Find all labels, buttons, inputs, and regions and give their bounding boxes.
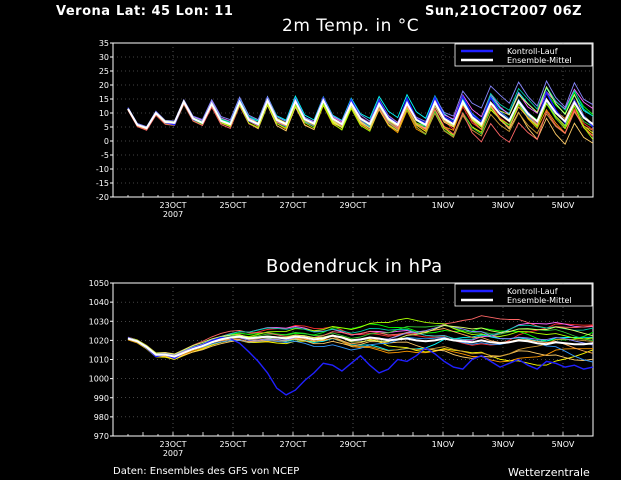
press-y-tick-label: 1020 bbox=[89, 336, 109, 345]
temp-legend-label: Kontroll-Lauf bbox=[507, 47, 558, 56]
temp-y-tick-label: 0 bbox=[104, 137, 109, 146]
temp-x-tick-label: 29OCT bbox=[340, 201, 367, 210]
temp-y-tick-label: -15 bbox=[96, 179, 109, 188]
press-control-line bbox=[127, 336, 594, 396]
temp-x-tick-label: 5NOV bbox=[552, 201, 575, 210]
press-member-line bbox=[127, 315, 594, 355]
temp-y-tick-label: -20 bbox=[96, 193, 109, 202]
brand-label: Wetterzentrale bbox=[508, 466, 590, 479]
temp-y-tick-label: 20 bbox=[99, 81, 109, 90]
press-y-tick-label: 990 bbox=[94, 394, 109, 403]
press-member-line bbox=[127, 338, 594, 361]
temp-x-tick-label: 1NOV bbox=[432, 201, 455, 210]
temp-y-tick-label: 5 bbox=[104, 123, 109, 132]
temp-chart-title: 2m Temp. in °C bbox=[282, 16, 420, 36]
press-x-tick-label: 23OCT bbox=[160, 440, 187, 449]
temp-x-year-label: 2007 bbox=[163, 210, 183, 219]
temp-y-tick-label: 10 bbox=[99, 109, 109, 118]
press-y-tick-label: 980 bbox=[94, 413, 109, 422]
press-legend-label: Ensemble-Mittel bbox=[507, 296, 572, 305]
temp-x-tick-label: 23OCT bbox=[160, 201, 187, 210]
press-x-year-label: 2007 bbox=[163, 449, 183, 458]
press-x-tick-label: 29OCT bbox=[340, 440, 367, 449]
temp-x-tick-label: 3NOV bbox=[492, 201, 515, 210]
location-label: Verona bbox=[56, 4, 111, 19]
data-source-note: Daten: Ensembles des GFS von NCEP bbox=[113, 466, 300, 477]
press-x-tick-label: 3NOV bbox=[492, 440, 515, 449]
temp-y-tick-label: 35 bbox=[99, 39, 109, 48]
press-member-line bbox=[127, 337, 593, 363]
press-y-tick-label: 1010 bbox=[89, 356, 109, 365]
press-y-tick-label: 1040 bbox=[89, 298, 109, 307]
coords-label: Lat: 45 Lon: 11 bbox=[116, 4, 234, 19]
press-x-tick-label: 27OCT bbox=[280, 440, 307, 449]
temp-y-tick-label: 25 bbox=[99, 67, 109, 76]
press-y-tick-label: 1000 bbox=[89, 375, 109, 384]
press-legend-label: Kontroll-Lauf bbox=[507, 287, 558, 296]
temp-x-tick-label: 27OCT bbox=[280, 201, 307, 210]
temp-y-tick-label: 30 bbox=[99, 53, 109, 62]
press-y-tick-label: 1050 bbox=[89, 279, 109, 288]
temp-legend-label: Ensemble-Mittel bbox=[507, 56, 572, 65]
temp-y-tick-label: -5 bbox=[101, 151, 109, 160]
temp-x-tick-label: 25OCT bbox=[220, 201, 247, 210]
press-y-tick-label: 1030 bbox=[89, 317, 109, 326]
press-y-tick-label: 970 bbox=[94, 432, 109, 441]
temp-y-tick-label: -10 bbox=[96, 165, 109, 174]
run-time-label: Sun,21OCT2007 06Z bbox=[425, 4, 583, 19]
press-member-line bbox=[127, 325, 594, 355]
temp-member-line bbox=[127, 98, 594, 143]
temp-mean-line bbox=[127, 97, 594, 130]
pressure-chart-title: Bodendruck in hPa bbox=[266, 256, 443, 277]
press-mean-line bbox=[127, 334, 594, 358]
press-x-tick-label: 1NOV bbox=[432, 440, 455, 449]
temp-member-line bbox=[127, 79, 594, 128]
press-x-tick-label: 25OCT bbox=[220, 440, 247, 449]
temp-y-tick-label: 15 bbox=[99, 95, 109, 104]
press-x-tick-label: 5NOV bbox=[552, 440, 575, 449]
